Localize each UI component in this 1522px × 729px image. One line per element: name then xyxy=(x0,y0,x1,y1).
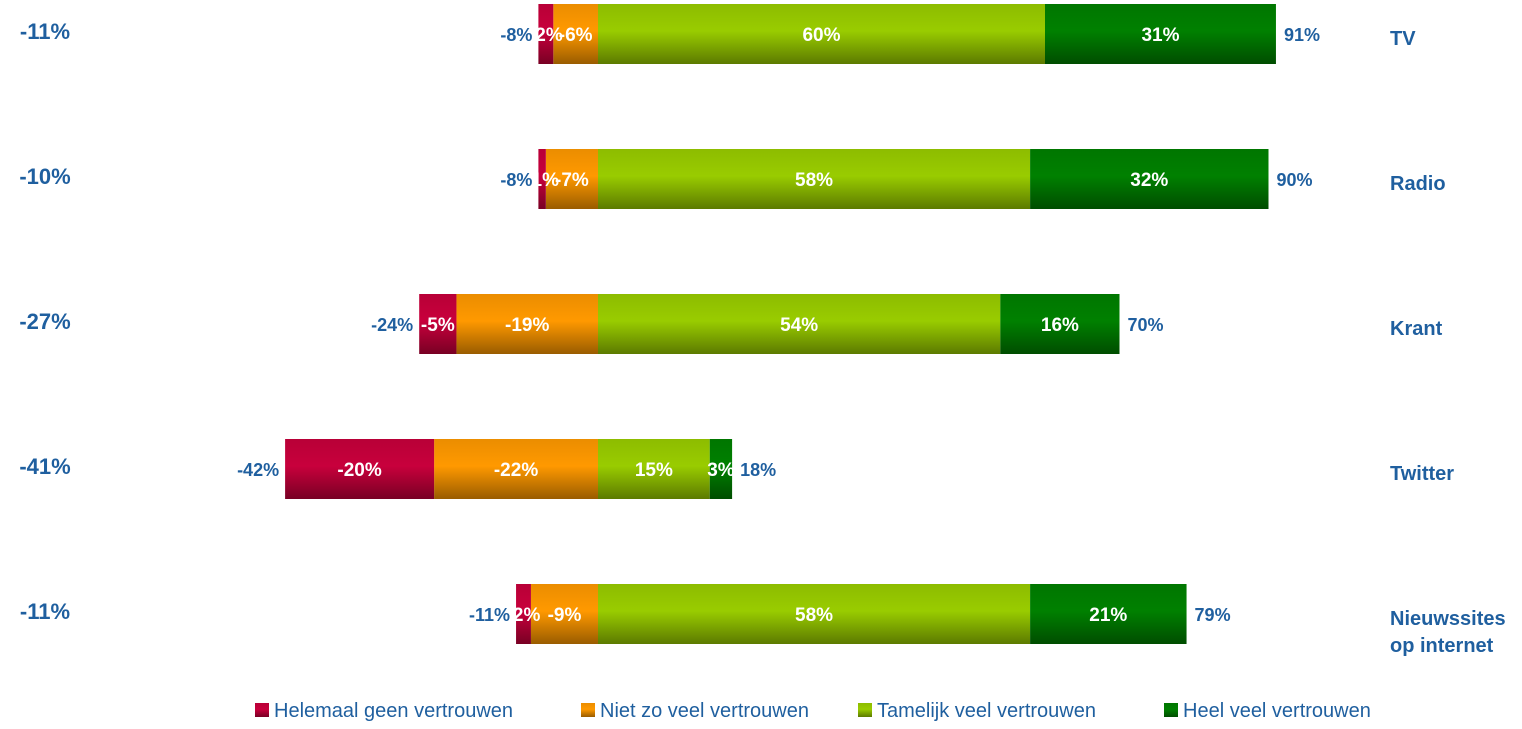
segment-label: -2% xyxy=(529,25,563,46)
legend-entry: Tamelijk veel vertrouwen xyxy=(877,700,1096,722)
bar-segment xyxy=(1030,584,1187,644)
segment-label: -20% xyxy=(337,460,381,481)
legend: Helemaal geen vertrouwen Niet zo veel ver… xyxy=(255,700,1371,722)
data-labels: -6%-2% 60% 31%-8% 91%-7%-1% 58% 32%-8% 90%-19%… xyxy=(237,25,1320,626)
positive-total: 90% xyxy=(1277,170,1313,190)
bar-segment xyxy=(598,294,1001,354)
segment-label: -6% xyxy=(559,25,593,46)
net-value: -41% xyxy=(19,454,70,479)
segment-label: 58% xyxy=(795,605,833,626)
negative-total: -11% xyxy=(469,605,510,625)
bar-segment xyxy=(516,584,531,644)
bar-segment xyxy=(553,4,598,64)
segment-label: -19% xyxy=(505,315,549,336)
bar-segment xyxy=(1045,4,1276,64)
bar-segment xyxy=(538,149,546,209)
segment-label: 3% xyxy=(707,460,735,481)
net-value: -11% xyxy=(20,599,70,624)
bar-segment xyxy=(598,149,1031,209)
segment-label: -1% xyxy=(525,170,559,191)
segment-label: -22% xyxy=(494,460,538,481)
legend-entry: Helemaal geen vertrouwen xyxy=(274,700,513,722)
net-value: -11% xyxy=(20,19,70,44)
net-value: -10% xyxy=(19,164,70,189)
segment-label: 32% xyxy=(1130,170,1168,191)
segment-label: -7% xyxy=(555,170,589,191)
negative-total: -8% xyxy=(500,170,532,190)
legend-swatch xyxy=(1164,703,1178,717)
segment-label: -2% xyxy=(507,605,541,626)
bar-segment xyxy=(434,439,598,499)
category-label: Nieuwssites xyxy=(1390,608,1506,630)
positive-total: 91% xyxy=(1284,25,1320,45)
segment-label: 16% xyxy=(1041,315,1079,336)
bar-segment xyxy=(530,584,598,644)
negative-total: -8% xyxy=(500,25,532,45)
negative-total: -42% xyxy=(237,460,279,480)
segment-label: 54% xyxy=(780,315,818,336)
category-label: op internet xyxy=(1390,635,1494,657)
bar-segment xyxy=(285,439,435,499)
positive-total: 79% xyxy=(1195,605,1231,625)
category-label: TV xyxy=(1390,28,1416,50)
bar-segment xyxy=(598,584,1031,644)
bar-segment xyxy=(598,439,710,499)
segment-label: -5% xyxy=(421,315,455,336)
category-label: Radio xyxy=(1390,173,1446,195)
bar-segment xyxy=(1000,294,1120,354)
negative-total: -24% xyxy=(371,315,413,335)
category-label: Twitter xyxy=(1390,463,1454,485)
bar-segment xyxy=(1030,149,1269,209)
segment-label: 60% xyxy=(802,25,840,46)
segment-label: 21% xyxy=(1089,605,1127,626)
legend-swatch xyxy=(858,703,872,717)
legend-swatch xyxy=(255,703,269,717)
bars xyxy=(285,4,1276,644)
positive-total: 18% xyxy=(740,460,776,480)
bar-segment xyxy=(419,294,457,354)
segment-label: 58% xyxy=(795,170,833,191)
category-labels: TV Radio Krant Twitter Nieuwssites op interne… xyxy=(1390,28,1506,657)
bar-segment xyxy=(456,294,598,354)
bar-segment xyxy=(598,4,1045,64)
category-label: Krant xyxy=(1390,318,1443,340)
legend-entry: Niet zo veel vertrouwen xyxy=(600,700,809,722)
segment-label: 15% xyxy=(635,460,673,481)
positive-total: 70% xyxy=(1128,315,1164,335)
segment-label: 31% xyxy=(1141,25,1179,46)
bar-segment xyxy=(538,4,554,64)
legend-swatch xyxy=(581,703,595,717)
net-value: -27% xyxy=(19,309,70,334)
bar-segment xyxy=(709,439,733,499)
bar-segment xyxy=(545,149,598,209)
legend-entry: Heel veel vertrouwen xyxy=(1183,700,1371,722)
net-values: -11% -10% -27% -41% -11% xyxy=(19,19,70,624)
segment-label: -9% xyxy=(548,605,582,626)
